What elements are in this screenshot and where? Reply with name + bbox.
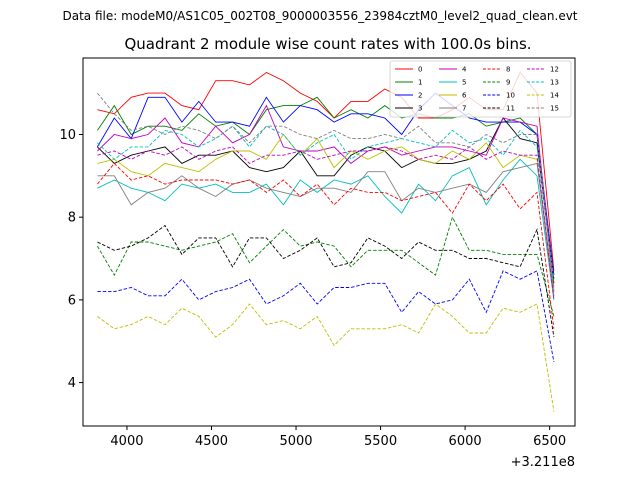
x-tick-label: 5000 <box>279 434 312 449</box>
series-line-6 <box>97 133 555 292</box>
series-line-11 <box>97 224 555 338</box>
x-tick-label: 4500 <box>195 434 228 449</box>
series-line-12 <box>97 146 555 300</box>
series-line-8 <box>97 162 555 329</box>
legend-label-8: 8 <box>506 66 510 74</box>
plot-lines <box>97 71 555 412</box>
x-axis: 4000 4500 5000 5500 6000 6500 <box>110 426 566 449</box>
series-line-2 <box>97 92 555 276</box>
series-line-10 <box>97 270 555 362</box>
legend-label-1: 1 <box>418 79 422 87</box>
legend-label-3: 3 <box>418 105 422 113</box>
series-line-13 <box>97 125 555 280</box>
legend-label-4: 4 <box>462 66 467 74</box>
x-tick-label: 6500 <box>533 434 566 449</box>
figure-suptitle: Data file: modeM0/AS1C05_002T08_90000035… <box>62 9 577 23</box>
legend-box <box>389 60 572 118</box>
x-tick-label: 5500 <box>364 434 397 449</box>
legend-label-0: 0 <box>418 66 422 74</box>
legend-label-15: 15 <box>550 105 559 113</box>
legend-label-13: 13 <box>550 79 559 87</box>
y-tick-label: 4 <box>68 376 76 391</box>
chart-title: Quadrant 2 module wise count rates with … <box>124 35 531 53</box>
y-tick-label: 6 <box>68 293 76 308</box>
legend-label-12: 12 <box>550 66 559 74</box>
x-tick-label: 4000 <box>110 434 143 449</box>
series-line-5 <box>97 158 555 300</box>
legend-label-10: 10 <box>506 92 515 100</box>
series-line-7 <box>97 162 555 296</box>
y-tick-label: 10 <box>59 128 76 143</box>
legend-label-14: 14 <box>550 92 559 100</box>
x-tick-label: 6000 <box>449 434 482 449</box>
x-axis-offset-label: +3.211e8 <box>511 455 575 470</box>
legend-label-6: 6 <box>462 92 467 100</box>
series-line-14 <box>97 303 555 412</box>
legend-label-7: 7 <box>462 105 466 113</box>
legend-label-11: 11 <box>506 105 515 113</box>
y-tick-label: 8 <box>68 211 76 226</box>
plot-frame <box>82 57 576 427</box>
series-line-15 <box>97 92 555 288</box>
series-line-3 <box>97 117 555 284</box>
legend-label-2: 2 <box>418 92 422 100</box>
legend-label-5: 5 <box>462 79 466 87</box>
legend-label-9: 9 <box>506 79 510 87</box>
series-line-9 <box>97 215 555 317</box>
y-axis: 4 6 8 10 <box>59 128 83 391</box>
